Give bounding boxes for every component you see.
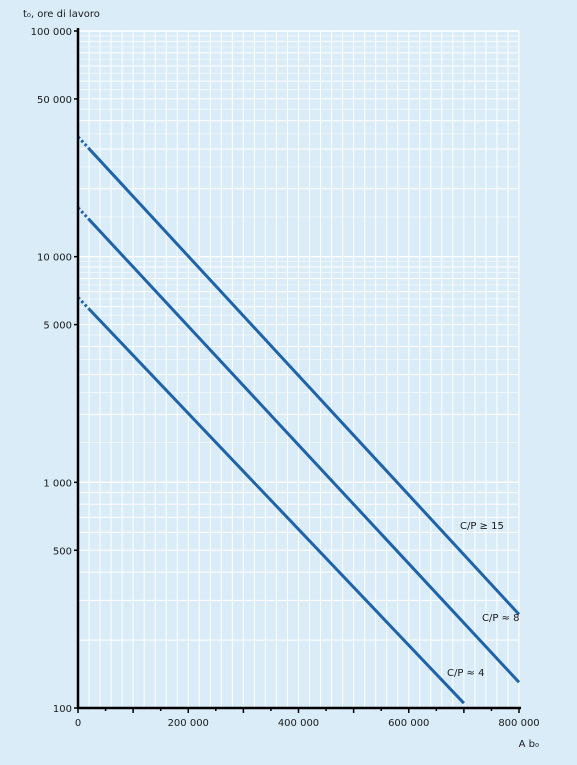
series-labels: C/P ≥ 15 C/P ≈ 8 C/P ≈ 4	[447, 521, 519, 679]
y-ticks: 100 500 1 000 5 000 10 000 50 000 100 000	[31, 27, 78, 715]
x-tick-label: 400 000	[278, 718, 319, 729]
y-tick-label: 50 000	[37, 95, 72, 106]
y-tick-label: 500	[53, 546, 72, 557]
series-label-1: C/P ≥ 15	[460, 521, 504, 532]
y-axis-title: t₀, ore di lavoro	[23, 9, 100, 20]
series-line-2	[87, 218, 521, 684]
series-lines	[76, 135, 521, 705]
y-tick-label: 5 000	[43, 321, 72, 332]
x-axis-title: A b₀	[519, 739, 539, 750]
y-tick-label: 100	[53, 704, 72, 715]
series-line-1	[87, 147, 521, 616]
x-tick-label: 800 000	[498, 718, 539, 729]
x-tick-label: 200 000	[168, 718, 209, 729]
series-label-2: C/P ≈ 8	[482, 613, 519, 624]
series-line-3	[87, 307, 465, 705]
series-label-3: C/P ≈ 4	[447, 668, 484, 679]
y-tick-label: 100 000	[31, 27, 72, 38]
y-tick-label: 1 000	[43, 478, 72, 489]
y-tick-label: 10 000	[37, 253, 72, 264]
x-tick-label: 600 000	[388, 718, 429, 729]
x-ticks: 0 200 000 400 000 600 000 800 000	[75, 708, 540, 729]
x-tick-label: 0	[75, 718, 81, 729]
grid	[78, 30, 520, 708]
